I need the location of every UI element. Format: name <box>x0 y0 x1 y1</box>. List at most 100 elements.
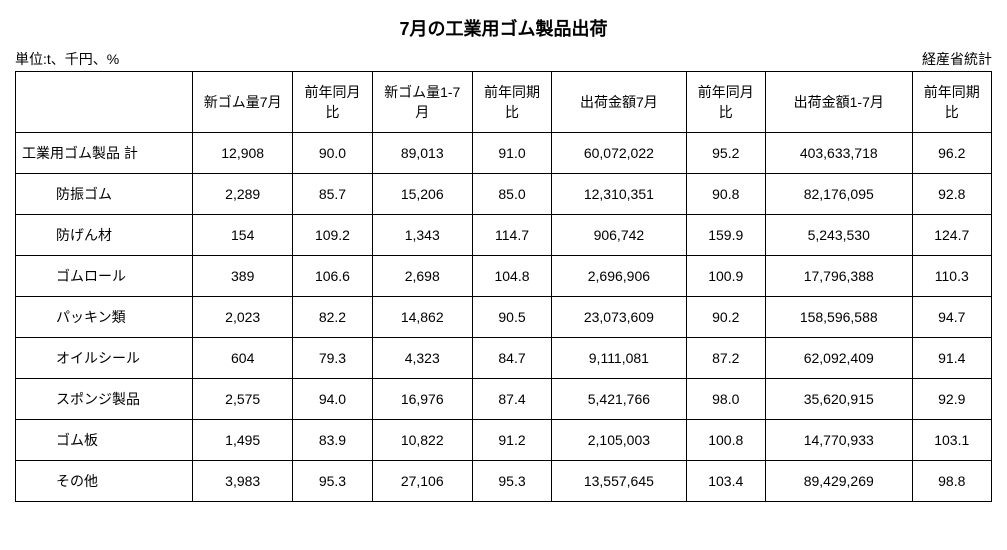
table-row: スポンジ製品2,57594.016,97687.45,421,76698.035… <box>16 379 992 420</box>
data-cell: 3,983 <box>193 461 293 502</box>
data-cell: 2,105,003 <box>552 420 686 461</box>
data-cell: 5,421,766 <box>552 379 686 420</box>
subtitle-row: 単位:t、千円、% 経産省統計 <box>15 49 992 69</box>
data-cell: 389 <box>193 256 293 297</box>
col-header: 新ゴム量1-7月 <box>372 72 472 133</box>
data-cell: 10,822 <box>372 420 472 461</box>
data-cell: 85.7 <box>293 174 372 215</box>
table-row: その他3,98395.327,10695.313,557,645103.489,… <box>16 461 992 502</box>
data-cell: 104.8 <box>472 256 551 297</box>
col-header: 前年同月比 <box>293 72 372 133</box>
data-cell: 2,698 <box>372 256 472 297</box>
data-cell: 1,343 <box>372 215 472 256</box>
table-row: 防げん材154109.21,343114.7906,742159.95,243,… <box>16 215 992 256</box>
data-cell: 90.2 <box>686 297 765 338</box>
data-cell: 95.3 <box>293 461 372 502</box>
col-header: 出荷金額1-7月 <box>765 72 912 133</box>
data-cell: 90.0 <box>293 133 372 174</box>
data-cell: 98.8 <box>912 461 991 502</box>
source-label: 経産省統計 <box>922 49 992 69</box>
data-cell: 17,796,388 <box>765 256 912 297</box>
data-cell: 27,106 <box>372 461 472 502</box>
table-row: パッキン類2,02382.214,86290.523,073,60990.215… <box>16 297 992 338</box>
data-cell: 2,696,906 <box>552 256 686 297</box>
row-label: パッキン類 <box>16 297 193 338</box>
data-cell: 159.9 <box>686 215 765 256</box>
data-cell: 100.9 <box>686 256 765 297</box>
data-cell: 82.2 <box>293 297 372 338</box>
data-cell: 87.4 <box>472 379 551 420</box>
data-cell: 4,323 <box>372 338 472 379</box>
row-label: 防振ゴム <box>16 174 193 215</box>
table-row: 防振ゴム2,28985.715,20685.012,310,35190.882,… <box>16 174 992 215</box>
table-header-row: 新ゴム量7月 前年同月比 新ゴム量1-7月 前年同期比 出荷金額7月 前年同月比… <box>16 72 992 133</box>
data-cell: 2,023 <box>193 297 293 338</box>
data-cell: 906,742 <box>552 215 686 256</box>
data-cell: 89,429,269 <box>765 461 912 502</box>
data-cell: 100.8 <box>686 420 765 461</box>
data-cell: 124.7 <box>912 215 991 256</box>
data-cell: 2,575 <box>193 379 293 420</box>
data-cell: 12,310,351 <box>552 174 686 215</box>
data-cell: 23,073,609 <box>552 297 686 338</box>
table-row: オイルシール60479.34,32384.79,111,08187.262,09… <box>16 338 992 379</box>
data-cell: 92.8 <box>912 174 991 215</box>
data-cell: 13,557,645 <box>552 461 686 502</box>
data-cell: 2,289 <box>193 174 293 215</box>
page-title: 7月の工業用ゴム製品出荷 <box>15 15 992 41</box>
row-label: 防げん材 <box>16 215 193 256</box>
data-table: 新ゴム量7月 前年同月比 新ゴム量1-7月 前年同期比 出荷金額7月 前年同月比… <box>15 71 992 502</box>
data-cell: 154 <box>193 215 293 256</box>
data-cell: 103.4 <box>686 461 765 502</box>
data-cell: 91.4 <box>912 338 991 379</box>
data-cell: 1,495 <box>193 420 293 461</box>
row-label: ゴムロール <box>16 256 193 297</box>
data-cell: 85.0 <box>472 174 551 215</box>
row-label: ゴム板 <box>16 420 193 461</box>
col-header: 前年同期比 <box>472 72 551 133</box>
row-label: その他 <box>16 461 193 502</box>
col-header: 新ゴム量7月 <box>193 72 293 133</box>
row-label: スポンジ製品 <box>16 379 193 420</box>
data-cell: 103.1 <box>912 420 991 461</box>
data-cell: 90.5 <box>472 297 551 338</box>
col-header: 出荷金額7月 <box>552 72 686 133</box>
unit-label: 単位:t、千円、% <box>15 49 119 69</box>
data-cell: 60,072,022 <box>552 133 686 174</box>
data-cell: 95.2 <box>686 133 765 174</box>
data-cell: 14,770,933 <box>765 420 912 461</box>
data-cell: 604 <box>193 338 293 379</box>
data-cell: 92.9 <box>912 379 991 420</box>
data-cell: 79.3 <box>293 338 372 379</box>
data-cell: 16,976 <box>372 379 472 420</box>
table-row: 工業用ゴム製品 計12,90890.089,01391.060,072,0229… <box>16 133 992 174</box>
data-cell: 62,092,409 <box>765 338 912 379</box>
data-cell: 82,176,095 <box>765 174 912 215</box>
data-cell: 106.6 <box>293 256 372 297</box>
data-cell: 35,620,915 <box>765 379 912 420</box>
data-cell: 89,013 <box>372 133 472 174</box>
data-cell: 91.0 <box>472 133 551 174</box>
data-cell: 109.2 <box>293 215 372 256</box>
data-cell: 98.0 <box>686 379 765 420</box>
data-cell: 158,596,588 <box>765 297 912 338</box>
row-label: オイルシール <box>16 338 193 379</box>
data-cell: 15,206 <box>372 174 472 215</box>
data-cell: 94.0 <box>293 379 372 420</box>
data-cell: 14,862 <box>372 297 472 338</box>
data-cell: 114.7 <box>472 215 551 256</box>
col-header <box>16 72 193 133</box>
data-cell: 403,633,718 <box>765 133 912 174</box>
data-cell: 5,243,530 <box>765 215 912 256</box>
col-header: 前年同月比 <box>686 72 765 133</box>
data-cell: 90.8 <box>686 174 765 215</box>
table-row: ゴムロール389106.62,698104.82,696,906100.917,… <box>16 256 992 297</box>
data-cell: 12,908 <box>193 133 293 174</box>
data-cell: 91.2 <box>472 420 551 461</box>
data-cell: 96.2 <box>912 133 991 174</box>
data-cell: 84.7 <box>472 338 551 379</box>
data-cell: 83.9 <box>293 420 372 461</box>
table-row: ゴム板1,49583.910,82291.22,105,003100.814,7… <box>16 420 992 461</box>
col-header: 前年同期比 <box>912 72 991 133</box>
data-cell: 95.3 <box>472 461 551 502</box>
